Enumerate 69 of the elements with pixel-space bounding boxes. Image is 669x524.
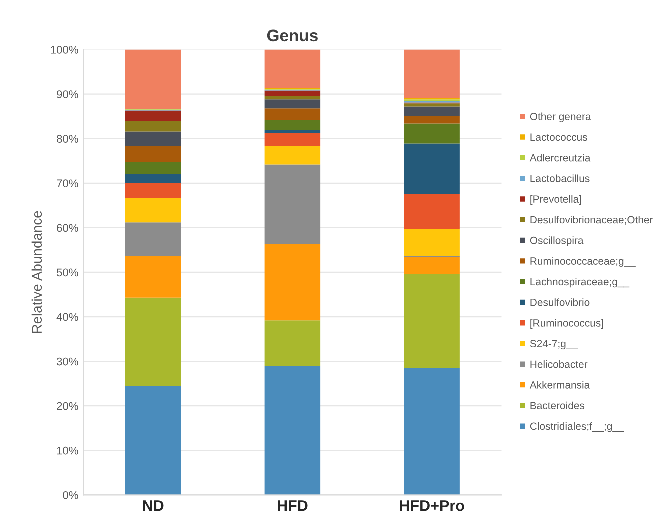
legend-label: Helicobacter xyxy=(530,360,588,368)
y-tick-label: 0% xyxy=(63,491,78,500)
x-tick-label: HFD xyxy=(278,500,308,512)
y-axis-title: Relative Abundance xyxy=(32,211,42,334)
legend-label: Lactococcus xyxy=(530,134,588,142)
bar xyxy=(404,50,460,98)
x-tick-label: ND xyxy=(143,500,164,512)
legend-label: [Ruminococcus] xyxy=(530,319,604,329)
bar xyxy=(404,116,460,124)
bar xyxy=(125,256,182,298)
bar xyxy=(404,257,460,274)
bar xyxy=(264,320,321,366)
bar xyxy=(264,244,321,321)
bar xyxy=(404,124,460,144)
y-tick-label: 20% xyxy=(57,402,78,410)
y-tick-label: 70% xyxy=(57,180,78,188)
bar xyxy=(125,162,182,174)
legend-label: Lactobacillus xyxy=(530,174,590,182)
x-tick-label: HFD+Pro xyxy=(400,500,464,512)
bar xyxy=(404,229,460,256)
y-tick-label: 100% xyxy=(51,46,78,54)
legend-label: Bacteroides xyxy=(530,402,585,410)
bar xyxy=(264,96,321,100)
bar xyxy=(125,110,182,122)
bar xyxy=(125,298,182,386)
bar xyxy=(264,130,321,134)
y-tick-label: 40% xyxy=(56,313,78,322)
y-tick-label: 80% xyxy=(57,135,78,143)
bar xyxy=(264,90,321,96)
y-tick-label: 50% xyxy=(56,268,78,277)
bar xyxy=(264,133,321,146)
legend-label: Clostridiales;f__;g__ xyxy=(530,422,624,432)
legend-label: Other genera xyxy=(530,112,592,122)
bar xyxy=(264,108,321,120)
legend-label: Adlercreutzia xyxy=(530,154,591,162)
legend-label: Oscillospira xyxy=(530,236,584,246)
legend-label: Lachnospiraceae;g__ xyxy=(530,278,630,288)
bar xyxy=(404,368,460,496)
legend-label: Ruminococcaceae;g__ xyxy=(530,257,636,268)
bar xyxy=(264,120,321,130)
bar xyxy=(125,121,182,132)
bar xyxy=(125,222,182,256)
bar xyxy=(264,164,321,244)
legend-label: S24-7;g__ xyxy=(530,340,578,350)
bar xyxy=(264,100,321,109)
bar xyxy=(125,182,182,199)
bar xyxy=(125,132,182,146)
legend-label: [Prevotella] xyxy=(530,195,582,206)
bar xyxy=(404,194,460,230)
bar xyxy=(125,50,182,110)
bar xyxy=(125,146,182,162)
y-tick-label: 60% xyxy=(57,224,78,232)
bar xyxy=(125,386,182,496)
legend-label: Desulfovibrio xyxy=(530,298,590,306)
y-tick-label: 10% xyxy=(57,446,78,455)
bar xyxy=(125,198,182,223)
bar xyxy=(125,174,182,183)
y-tick-label: 30% xyxy=(56,358,78,366)
chart-title: Genus xyxy=(267,30,318,42)
bar xyxy=(404,274,460,368)
bar xyxy=(264,146,321,165)
bar xyxy=(264,50,321,89)
legend-label: Desulfovibrionaceae;Other xyxy=(530,216,654,225)
bar xyxy=(404,106,460,116)
bar xyxy=(404,104,460,107)
legend-label: Akkermansia xyxy=(530,381,590,389)
bar xyxy=(264,366,321,496)
y-tick-label: 90% xyxy=(57,90,78,98)
bar xyxy=(404,144,460,195)
